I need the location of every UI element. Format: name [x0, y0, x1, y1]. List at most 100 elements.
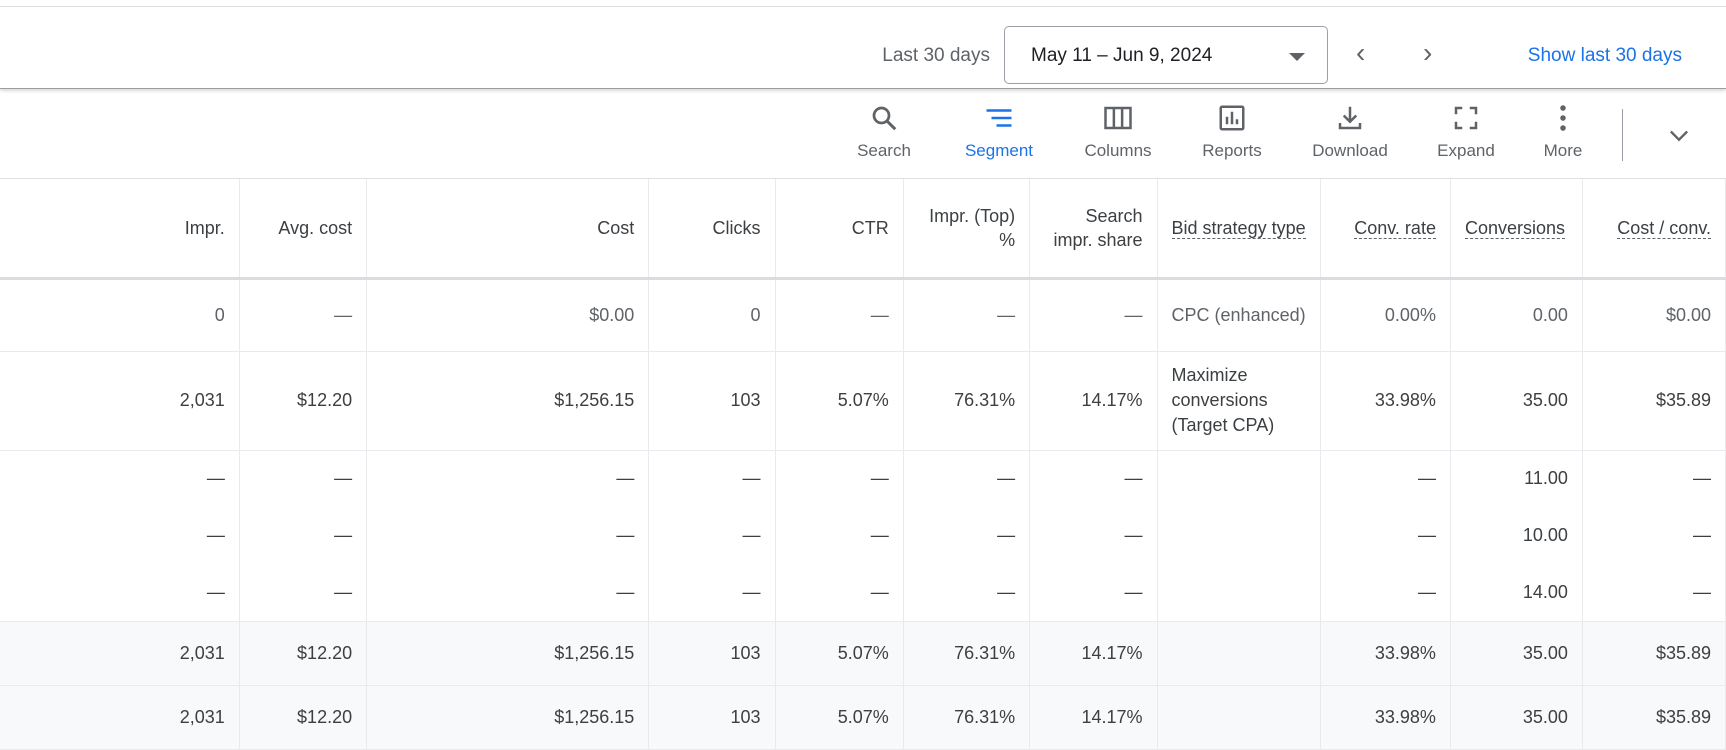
cell-avg-cost: $12.20: [239, 351, 368, 451]
next-period-button[interactable]: ›: [1423, 37, 1433, 68]
cell-search-impr-share: 14.17%: [1029, 685, 1158, 750]
column-header-label: Cost / conv.: [1617, 217, 1711, 239]
cell-clicks: 0: [648, 278, 776, 352]
column-header-label: Avg. cost: [278, 217, 353, 238]
cell-bid-strategy-type: [1157, 564, 1321, 622]
cell-ctr: —: [775, 278, 904, 352]
cell-bid-strategy-type: [1157, 507, 1321, 564]
cell-bid-strategy-type: [1157, 450, 1321, 507]
table-row: — — — — — — — —14.00—: [0, 564, 1726, 622]
expand-label: Expand: [1437, 141, 1495, 160]
cell-impr: —: [0, 564, 240, 622]
date-range-value: May 11 – Jun 9, 2024: [1031, 45, 1213, 66]
cell-impr: 2,031: [0, 685, 240, 750]
column-header-avg-cost[interactable]: Avg. cost: [239, 179, 368, 280]
cell-search-impr-share: —: [1029, 278, 1158, 352]
expand-button[interactable]: Expand: [1416, 103, 1516, 161]
column-header-impr[interactable]: Impr.: [0, 179, 240, 280]
cell-impr: —: [0, 450, 240, 507]
date-range-picker[interactable]: May 11 – Jun 9, 2024: [1004, 26, 1328, 84]
cell-cost: $0.00: [366, 278, 650, 352]
column-header-bid-strategy-type[interactable]: Bid strategy type: [1157, 179, 1321, 280]
download-label: Download: [1312, 141, 1388, 160]
cell-conv-rate: —: [1320, 450, 1451, 507]
segment-button[interactable]: Segment: [949, 103, 1049, 161]
columns-button[interactable]: Columns: [1068, 103, 1168, 161]
column-header-label: Cost: [597, 217, 635, 238]
cell-search-impr-share: —: [1029, 564, 1158, 622]
column-header-label: Search impr. share: [1053, 205, 1143, 250]
cell-avg-cost: —: [239, 507, 368, 564]
cell-clicks: 103: [648, 351, 776, 451]
columns-label: Columns: [1084, 141, 1152, 160]
cell-bid-strategy-type[interactable]: Maximize conversions (Target CPA): [1157, 351, 1321, 451]
cell-cost-per-conv: $0.00: [1582, 278, 1726, 352]
cell-clicks: —: [648, 564, 776, 622]
cell-avg-cost: $12.20: [239, 685, 368, 750]
cell-conversions: 35.00: [1450, 351, 1583, 451]
column-header-conversions[interactable]: Conversions: [1450, 179, 1583, 280]
cell-cost: —: [366, 564, 650, 622]
cell-cost: $1,256.15: [366, 351, 650, 451]
download-button[interactable]: Download: [1300, 103, 1400, 161]
previous-period-button[interactable]: ‹: [1356, 37, 1366, 68]
cell-conv-rate: —: [1320, 564, 1451, 622]
chevron-down-icon[interactable]: [1665, 121, 1693, 149]
search-label: Search: [857, 141, 911, 160]
cell-ctr: 5.07%: [775, 685, 904, 750]
reports-button[interactable]: Reports: [1182, 103, 1282, 161]
table-row: 0— $0.00 0— — — CPC (enhanced) 0.00% 0.00 $0.00: [0, 278, 1726, 352]
cell-clicks: —: [648, 450, 776, 507]
cell-conversions: 35.00: [1450, 685, 1583, 750]
show-last-30-days-link[interactable]: Show last 30 days: [1527, 45, 1682, 66]
cell-ctr: 5.07%: [775, 351, 904, 451]
column-header-cost-per-conv[interactable]: Cost / conv.: [1582, 179, 1726, 280]
cell-cost: —: [366, 450, 650, 507]
table-row: 2,031 $12.20 $1,256.15 103 5.07% 76.31% 14.17%…: [0, 351, 1726, 451]
dropdown-caret-icon: [1289, 53, 1305, 61]
more-vert-icon: [1560, 105, 1566, 131]
cell-cost: $1,256.15: [366, 621, 650, 686]
cell-bid-strategy-type: [1157, 621, 1321, 686]
cell-conversions: 14.00: [1450, 564, 1583, 622]
date-bar: Last 30 days May 11 – Jun 9, 2024 ‹ › Sh…: [0, 7, 1726, 89]
more-button[interactable]: More: [1513, 103, 1613, 161]
cell-search-impr-share: 14.17%: [1029, 621, 1158, 686]
cell-clicks: 103: [648, 621, 776, 686]
segment-label: Segment: [964, 141, 1034, 160]
columns-icon: [1104, 106, 1132, 130]
cell-cost-per-conv: —: [1582, 564, 1726, 622]
cell-impr: 2,031: [0, 351, 240, 451]
cell-ctr: —: [775, 564, 904, 622]
cell-search-impr-share: —: [1029, 507, 1158, 564]
cell-conv-rate: 33.98%: [1320, 621, 1451, 686]
column-header-impr-top[interactable]: Impr. (Top) %: [903, 179, 1031, 280]
column-header-cost[interactable]: Cost: [366, 179, 650, 280]
cell-cost: $1,256.15: [366, 685, 650, 750]
search-button[interactable]: Search: [834, 103, 934, 161]
cell-conv-rate: 33.98%: [1320, 685, 1451, 750]
cell-ctr: 5.07%: [775, 621, 904, 686]
cell-cost-per-conv: —: [1582, 507, 1726, 564]
cell-conversions: 11.00: [1450, 450, 1583, 507]
cell-impr-top: 76.31%: [903, 621, 1031, 686]
column-header-conv-rate[interactable]: Conv. rate: [1320, 179, 1451, 280]
cell-avg-cost: —: [239, 450, 368, 507]
column-header-search-impr-share[interactable]: Search impr. share: [1029, 179, 1158, 280]
column-header-ctr[interactable]: CTR: [775, 179, 904, 280]
cell-impr: 0: [0, 278, 240, 352]
cell-avg-cost: —: [239, 564, 368, 622]
more-label: More: [1543, 141, 1583, 160]
cell-impr-top: 76.31%: [903, 685, 1031, 750]
download-icon: [1338, 106, 1362, 130]
segment-icon: [986, 109, 1012, 127]
column-header-label: Conv. rate: [1354, 217, 1436, 239]
column-header-clicks[interactable]: Clicks: [648, 179, 776, 280]
cell-impr-top: —: [903, 564, 1031, 622]
cell-cost-per-conv: $35.89: [1582, 351, 1726, 451]
cell-conv-rate: 0.00%: [1320, 278, 1451, 352]
expand-icon: [1454, 106, 1478, 130]
cell-search-impr-share: —: [1029, 450, 1158, 507]
cell-cost-per-conv: $35.89: [1582, 621, 1726, 686]
column-header-label: Clicks: [712, 217, 761, 238]
